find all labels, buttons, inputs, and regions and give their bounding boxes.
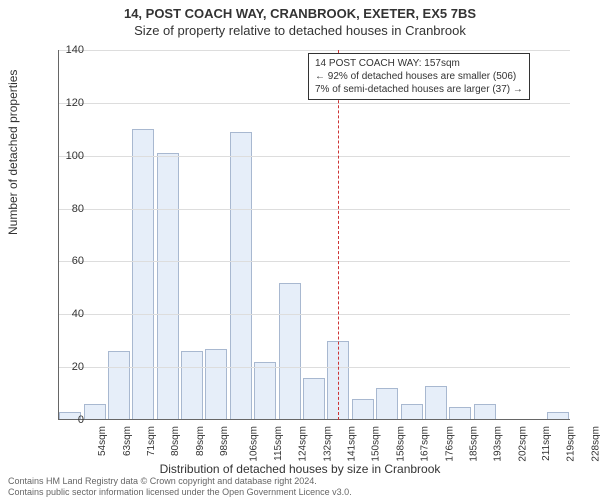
histogram-bar [474,404,496,420]
annotation-line-3: 7% of semi-detached houses are larger (3… [315,83,523,96]
x-tick-label: 132sqm [322,426,333,462]
histogram-bar [401,404,423,420]
x-axis-line [58,419,570,420]
x-tick-label: 71sqm [146,426,157,456]
chart-area: 14 POST COACH WAY: 157sqm ← 92% of detac… [58,50,570,420]
annotation-line-1: 14 POST COACH WAY: 157sqm [315,57,523,70]
footer-attribution: Contains HM Land Registry data © Crown c… [8,476,352,498]
y-tick-label: 80 [48,203,84,215]
histogram-bar [352,399,374,420]
y-tick-label: 100 [48,150,84,162]
x-tick-label: 124sqm [298,426,309,462]
histogram-bar [132,129,154,420]
histogram-bar [108,351,130,420]
y-tick-label: 20 [48,361,84,373]
x-tick-label: 89sqm [195,426,206,456]
reference-line [338,50,339,420]
grid-line [58,314,570,315]
x-tick-label: 219sqm [566,426,577,462]
grid-line [58,103,570,104]
histogram-bar [279,283,301,420]
histogram-bar [205,349,227,420]
y-tick-label: 40 [48,308,84,320]
grid-line [58,50,570,51]
histogram-bar [230,132,252,420]
histogram-bar [376,388,398,420]
x-tick-label: 54sqm [97,426,108,456]
histogram-bar [254,362,276,420]
grid-line [58,209,570,210]
x-tick-label: 167sqm [420,426,431,462]
x-tick-label: 115sqm [273,426,284,461]
x-axis-label: Distribution of detached houses by size … [0,462,600,476]
x-tick-label: 202sqm [517,426,528,462]
grid-line [58,261,570,262]
x-tick-label: 185sqm [468,426,479,462]
histogram-bar [181,351,203,420]
footer-line-2: Contains public sector information licen… [8,487,352,498]
x-tick-label: 158sqm [395,426,406,462]
page-title-address: 14, POST COACH WAY, CRANBROOK, EXETER, E… [0,0,600,21]
x-tick-label: 141sqm [347,426,358,462]
footer-line-1: Contains HM Land Registry data © Crown c… [8,476,352,487]
page: { "title_line1": "14, POST COACH WAY, CR… [0,0,600,500]
x-tick-label: 211sqm [541,426,552,461]
y-tick-label: 60 [48,255,84,267]
x-tick-label: 176sqm [444,426,455,462]
histogram-plot [58,50,570,420]
x-tick-label: 98sqm [219,426,230,456]
x-tick-label: 150sqm [371,426,382,462]
y-axis-label: Number of detached properties [6,70,20,235]
x-tick-label: 80sqm [170,426,181,456]
histogram-bar [303,378,325,420]
grid-line [58,367,570,368]
histogram-bar [84,404,106,420]
annotation-box: 14 POST COACH WAY: 157sqm ← 92% of detac… [308,53,530,100]
annotation-line-2: ← 92% of detached houses are smaller (50… [315,70,523,83]
y-tick-label: 0 [48,414,84,426]
y-tick-label: 120 [48,97,84,109]
histogram-bar [425,386,447,420]
page-title-subtitle: Size of property relative to detached ho… [0,21,600,38]
histogram-bar [157,153,179,420]
y-tick-label: 140 [48,44,84,56]
x-tick-label: 106sqm [249,426,260,462]
x-tick-label: 228sqm [590,426,600,462]
x-tick-label: 193sqm [493,426,504,462]
grid-line [58,156,570,157]
x-tick-label: 63sqm [122,426,133,456]
